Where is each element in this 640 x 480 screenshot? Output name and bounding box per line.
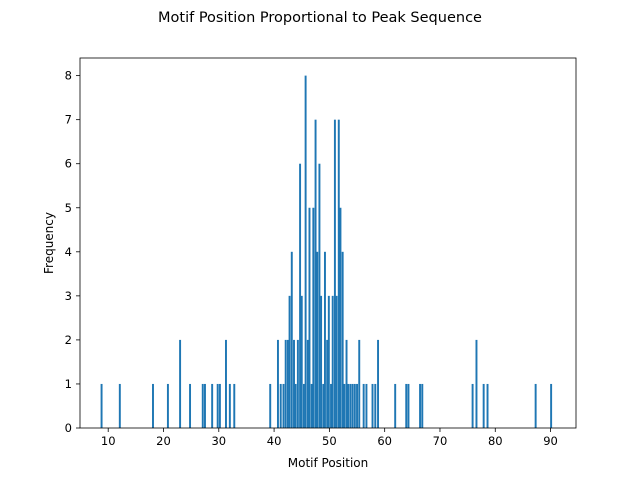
bar: [343, 383, 346, 428]
bar: [471, 383, 474, 428]
x-tick-label: 80: [488, 434, 503, 448]
bar: [407, 383, 410, 428]
bar: [318, 163, 321, 428]
y-axis-ticks: 0 1 2 3 4 5 6 7 8: [65, 69, 80, 435]
bar: [358, 339, 361, 428]
bar: [312, 207, 315, 428]
bar: [394, 383, 397, 428]
bar: [306, 339, 309, 428]
bar: [353, 383, 356, 428]
x-tick-label: 70: [433, 434, 448, 448]
y-tick-label: 2: [65, 333, 72, 347]
chart-title: Motif Position Proportional to Peak Sequ…: [158, 10, 482, 26]
bar: [290, 251, 293, 428]
bar: [179, 339, 182, 428]
x-axis-ticks: 10 20 30 40 50 60 70 80 90: [101, 428, 558, 448]
bar: [216, 383, 219, 428]
bar: [356, 383, 358, 428]
bar: [100, 383, 103, 428]
y-tick-label: 0: [65, 421, 72, 435]
bar: [211, 383, 214, 428]
bar: [269, 383, 272, 428]
bar: [486, 383, 489, 428]
bar: [228, 383, 231, 428]
y-tick-label: 5: [65, 201, 72, 215]
bar: [341, 251, 344, 428]
bar: [284, 339, 287, 428]
bar: [294, 383, 297, 428]
bar: [337, 119, 340, 429]
bar: [339, 207, 342, 428]
bar: [282, 383, 285, 428]
x-tick-label: 90: [543, 434, 558, 448]
bar: [204, 383, 206, 428]
bar: [374, 383, 377, 428]
bar: [421, 383, 424, 428]
bar: [351, 383, 354, 428]
bar: [371, 383, 374, 428]
x-axis-label: Motif Position: [288, 456, 369, 470]
bar: [475, 339, 478, 428]
bar: [345, 339, 348, 428]
bar: [362, 383, 365, 428]
bar: [166, 383, 169, 428]
y-tick-label: 6: [65, 157, 72, 171]
bar: [314, 119, 317, 429]
bar: [330, 383, 333, 428]
x-tick-label: 20: [156, 434, 171, 448]
bar: [279, 383, 282, 428]
bar: [316, 251, 319, 428]
bar: [482, 383, 485, 428]
bar: [218, 383, 221, 428]
bar: [302, 383, 305, 428]
y-tick-label: 1: [65, 377, 72, 391]
bar: [333, 119, 336, 429]
bar: [331, 295, 334, 428]
bar: [293, 339, 295, 428]
bar: [300, 295, 303, 428]
bar: [419, 383, 422, 428]
bar: [118, 383, 121, 428]
bar: [534, 383, 537, 428]
bar: [322, 383, 325, 428]
bar: [225, 339, 227, 428]
bar: [550, 383, 553, 428]
bar: [347, 383, 350, 428]
y-tick-label: 7: [65, 113, 72, 127]
bar: [304, 75, 307, 429]
bar: [335, 295, 338, 428]
bar: [320, 295, 323, 428]
bar: [308, 207, 311, 428]
y-tick-label: 8: [65, 69, 72, 83]
bar: [152, 383, 154, 428]
x-tick-label: 10: [101, 434, 116, 448]
x-tick-label: 50: [322, 434, 337, 448]
bar: [405, 383, 408, 428]
bar: [201, 383, 204, 428]
bar: [286, 339, 289, 428]
bar: [327, 295, 330, 428]
bar: [323, 251, 326, 428]
bar: [299, 163, 302, 428]
x-tick-label: 30: [211, 434, 226, 448]
bar: [310, 383, 313, 428]
bars-group: [100, 75, 553, 429]
y-tick-label: 4: [65, 245, 72, 259]
bar: [288, 295, 291, 428]
x-tick-label: 40: [267, 434, 282, 448]
plot-frame: [79, 57, 577, 429]
bar: [296, 339, 299, 428]
bar: [349, 383, 352, 428]
y-tick-label: 3: [65, 289, 72, 303]
bar: [276, 339, 279, 428]
bar: [377, 339, 380, 428]
x-tick-label: 60: [377, 434, 392, 448]
bar: [189, 383, 192, 428]
bar: [233, 383, 236, 428]
bar: [365, 383, 368, 428]
bar: [326, 339, 329, 428]
y-axis-label: Frequency: [42, 212, 56, 274]
